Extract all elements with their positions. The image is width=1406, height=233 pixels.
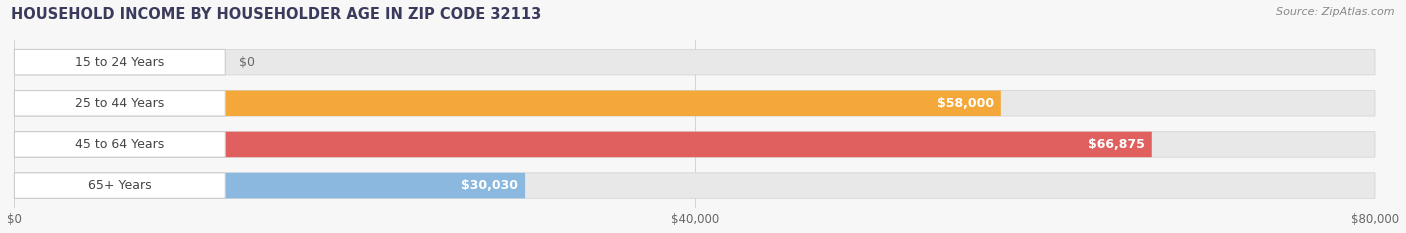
FancyBboxPatch shape [14, 173, 225, 198]
Text: 45 to 64 Years: 45 to 64 Years [75, 138, 165, 151]
FancyBboxPatch shape [14, 91, 225, 116]
Text: $30,030: $30,030 [461, 179, 519, 192]
FancyBboxPatch shape [14, 132, 1375, 157]
Text: Source: ZipAtlas.com: Source: ZipAtlas.com [1277, 7, 1395, 17]
Text: $58,000: $58,000 [936, 97, 994, 110]
Text: $66,875: $66,875 [1088, 138, 1144, 151]
Text: 25 to 44 Years: 25 to 44 Years [75, 97, 165, 110]
Text: 65+ Years: 65+ Years [89, 179, 152, 192]
FancyBboxPatch shape [14, 49, 225, 75]
Text: HOUSEHOLD INCOME BY HOUSEHOLDER AGE IN ZIP CODE 32113: HOUSEHOLD INCOME BY HOUSEHOLDER AGE IN Z… [11, 7, 541, 22]
Text: 15 to 24 Years: 15 to 24 Years [75, 56, 165, 69]
FancyBboxPatch shape [14, 49, 1375, 75]
FancyBboxPatch shape [14, 173, 1375, 198]
FancyBboxPatch shape [14, 132, 225, 157]
FancyBboxPatch shape [14, 91, 1375, 116]
Text: $0: $0 [239, 56, 254, 69]
FancyBboxPatch shape [14, 91, 1001, 116]
FancyBboxPatch shape [14, 132, 1152, 157]
FancyBboxPatch shape [14, 173, 524, 198]
